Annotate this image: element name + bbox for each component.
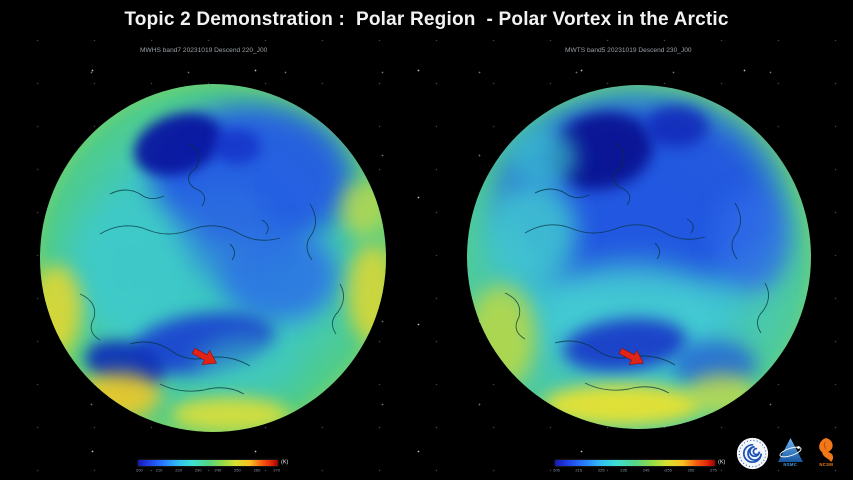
- left-globe-map: [40, 84, 386, 432]
- ncsm-flame-icon: [818, 438, 833, 462]
- nsmc-logo: NSMC: [776, 437, 805, 472]
- right-colorbar-ticks: 205 215 225 235 245 255 265 275: [553, 468, 717, 473]
- nsmc-logo-label: NSMC: [783, 462, 798, 467]
- agency-logos: NSMC NCSM: [736, 437, 840, 472]
- cma-spiral-icon: [736, 437, 769, 470]
- coastlines-overlay: [504, 142, 769, 394]
- left-colorbar: [138, 460, 278, 466]
- slide-title: Topic 2 Demonstration : Polar Region - P…: [124, 9, 729, 30]
- left-vortex-arrow: [187, 341, 223, 373]
- right-vortex-arrow: [614, 341, 650, 373]
- left-colorbar-ticks: 200 210 220 230 240 250 260 270: [136, 468, 280, 473]
- ncsm-logo-label: NCSM: [818, 462, 833, 467]
- cma-logo: [736, 437, 769, 470]
- coastlines-overlay: [79, 143, 344, 395]
- right-globe-map: [467, 85, 811, 429]
- left-image-caption: MWHS band7 20231019 Descend 220_J00: [140, 46, 268, 54]
- right-colorbar-unit: (K): [718, 459, 726, 466]
- right-image-caption: MWTS band5 20231019 Descend 230_J00: [565, 46, 692, 54]
- nsmc-triangle-icon: [777, 438, 803, 462]
- ncsm-logo: NCSM: [812, 437, 841, 472]
- left-colorbar-unit: (K): [281, 459, 289, 466]
- right-colorbar: [555, 460, 715, 466]
